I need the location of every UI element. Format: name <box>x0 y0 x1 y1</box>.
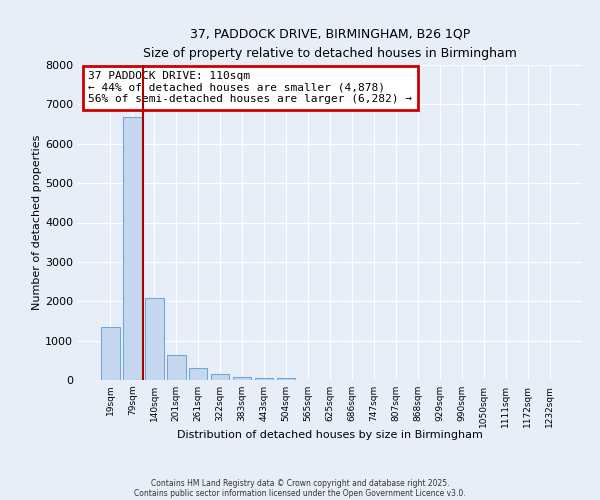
Text: 37 PADDOCK DRIVE: 110sqm
← 44% of detached houses are smaller (4,878)
56% of sem: 37 PADDOCK DRIVE: 110sqm ← 44% of detach… <box>88 72 412 104</box>
Text: Contains HM Land Registry data © Crown copyright and database right 2025.: Contains HM Land Registry data © Crown c… <box>151 478 449 488</box>
Text: Contains public sector information licensed under the Open Government Licence v3: Contains public sector information licen… <box>134 488 466 498</box>
Bar <box>167 355 185 380</box>
Title: 37, PADDOCK DRIVE, BIRMINGHAM, B26 1QP
Size of property relative to detached hou: 37, PADDOCK DRIVE, BIRMINGHAM, B26 1QP S… <box>143 28 517 60</box>
Bar <box>277 378 295 380</box>
Bar <box>123 117 142 380</box>
Bar <box>189 368 208 380</box>
Y-axis label: Number of detached properties: Number of detached properties <box>32 135 42 310</box>
Bar <box>233 376 251 380</box>
Bar <box>211 374 229 380</box>
X-axis label: Distribution of detached houses by size in Birmingham: Distribution of detached houses by size … <box>177 430 483 440</box>
Bar <box>101 327 119 380</box>
Bar <box>255 378 274 380</box>
Bar <box>145 298 164 380</box>
